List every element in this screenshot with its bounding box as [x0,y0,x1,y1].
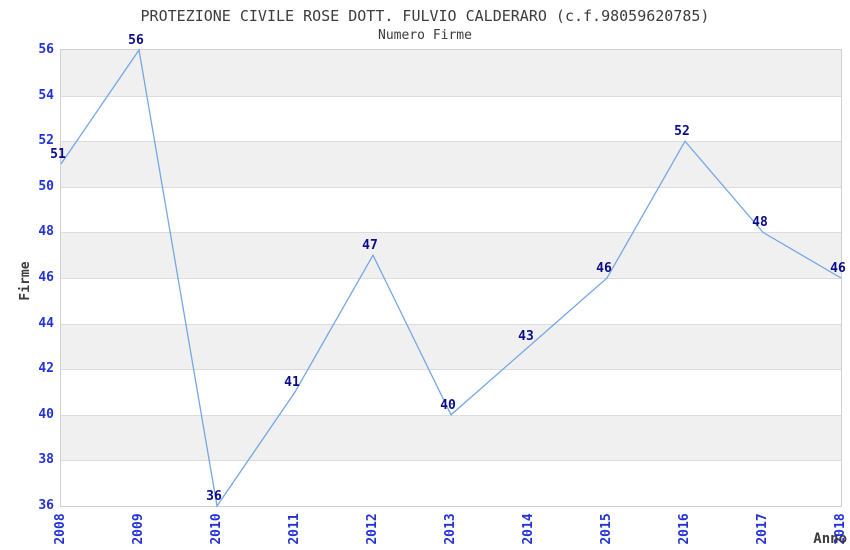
data-point-label: 36 [206,489,222,504]
plot-band [61,414,841,461]
x-tick-label: 2012 [365,513,380,545]
y-tick-label: 54 [38,87,54,103]
x-tick-label: 2014 [521,513,536,545]
y-tick-label: 42 [38,361,54,377]
data-point-label: 46 [830,261,846,276]
gridline [61,369,841,371]
y-tick-label: 48 [38,224,54,240]
x-tick-label: 2008 [53,513,68,545]
plot-band [61,50,841,96]
gridline [61,323,841,325]
plot-band [61,323,841,370]
chart-subtitle: Numero Firme [378,28,472,43]
plot-band [61,232,841,278]
data-point-label: 48 [752,215,768,231]
y-tick-label: 50 [38,178,54,194]
x-tick-label: 2010 [209,513,224,545]
y-tick-label: 38 [38,452,54,468]
data-point-label: 43 [518,329,534,345]
data-point-label: 46 [596,261,612,276]
data-point-label: 51 [50,147,66,162]
gridline [61,95,841,97]
plot-area [60,48,842,508]
gridline [61,141,841,143]
x-tick-label: 2013 [443,513,458,545]
gridline [61,186,841,188]
y-tick-label: 44 [38,315,54,331]
x-tick-label: 2015 [599,513,614,545]
x-tick-label: 2011 [287,513,302,545]
x-tick-label: 2016 [677,513,692,545]
chart-title: PROTEZIONE CIVILE ROSE DOTT. FULVIO CALD… [140,7,710,25]
x-axis-title: Anno [813,531,847,547]
data-point-label: 47 [362,238,378,254]
chart-line [60,48,842,508]
y-tick-label: 52 [38,133,54,149]
plot-band [61,141,841,187]
y-tick-label: 36 [38,498,54,513]
data-point-label: 40 [440,397,456,413]
data-point-label: 56 [128,33,144,48]
data-point-label: 41 [284,375,300,390]
gridline [61,460,841,462]
x-tick-label: 2009 [131,513,146,545]
y-tick-label: 56 [38,42,54,57]
gridline [61,278,841,279]
x-tick-label: 2017 [755,513,770,545]
chart-line-svg [60,48,842,508]
y-tick-label: 46 [38,270,54,285]
y-tick-label: 40 [38,406,54,422]
data-point-label: 52 [674,124,690,140]
y-axis-title: Firme [18,261,33,301]
gridline [61,232,841,234]
